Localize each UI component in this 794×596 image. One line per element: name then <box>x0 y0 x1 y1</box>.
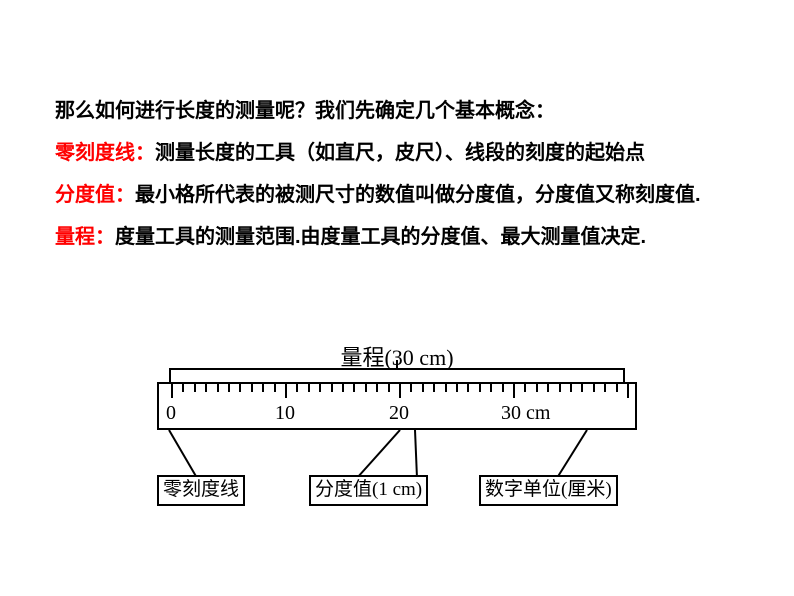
tick-minor <box>331 384 333 392</box>
tick-minor <box>365 384 367 392</box>
tick-minor <box>490 384 492 392</box>
ruler-diagram: 量程(30 cm) 0102030 cm 零刻度线 分度值(1 cm) 数字单位… <box>137 340 657 510</box>
tick-minor <box>217 384 219 392</box>
tick-major <box>399 384 401 398</box>
tick-minor <box>467 384 469 392</box>
tick-minor <box>319 384 321 392</box>
tick-minor <box>228 384 230 392</box>
tick-minor <box>570 384 572 392</box>
tick-minor <box>616 384 618 392</box>
tick-minor <box>251 384 253 392</box>
label-zero-box: 零刻度线 <box>157 475 245 506</box>
tick-major <box>513 384 515 398</box>
def-division: 分度值：最小格所代表的被测尺寸的数值叫做分度值，分度值又称刻度值. <box>55 174 745 216</box>
tick-minor <box>456 384 458 392</box>
ruler-number: 0 <box>166 402 176 425</box>
tick-minor <box>547 384 549 392</box>
tick-minor <box>239 384 241 392</box>
tick-minor <box>194 384 196 392</box>
tick-major <box>285 384 287 398</box>
term-zero: 零刻度线： <box>55 142 155 164</box>
tick-minor <box>262 384 264 392</box>
desc-range: 度量工具的测量范围.由度量工具的分度值、最大测量值决定. <box>115 226 646 248</box>
tick-minor <box>479 384 481 392</box>
tick-minor <box>524 384 526 392</box>
desc-zero: 测量长度的工具（如直尺，皮尺）、线段的刻度的起始点 <box>155 142 645 164</box>
def-range: 量程：度量工具的测量范围.由度量工具的分度值、最大测量值决定. <box>55 216 745 258</box>
tick-minor <box>593 384 595 392</box>
tick-minor <box>182 384 184 392</box>
tick-minor <box>410 384 412 392</box>
tick-minor <box>445 384 447 392</box>
tick-minor <box>422 384 424 392</box>
label-division-box: 分度值(1 cm) <box>309 475 428 506</box>
tick-minor <box>502 384 504 392</box>
tick-minor <box>433 384 435 392</box>
label-unit-box: 数字单位(厘米) <box>479 475 618 506</box>
desc-division: 最小格所代表的被测尺寸的数值叫做分度值，分度值又称刻度值. <box>135 184 701 206</box>
tick-minor <box>308 384 310 392</box>
tick-minor <box>604 384 606 392</box>
ruler-number: 20 <box>389 402 409 425</box>
ruler-number: 10 <box>275 402 295 425</box>
ruler-end-label: 30 cm <box>501 402 550 425</box>
tick-minor <box>581 384 583 392</box>
tick-minor <box>205 384 207 392</box>
tick-minor <box>342 384 344 392</box>
intro-line: 那么如何进行长度的测量呢？我们先确定几个基本概念： <box>55 90 745 132</box>
tick-minor <box>353 384 355 392</box>
tick-minor <box>559 384 561 392</box>
tick-major <box>627 384 629 398</box>
tick-minor <box>388 384 390 392</box>
tick-minor <box>274 384 276 392</box>
tick-minor <box>376 384 378 392</box>
tick-minor <box>536 384 538 392</box>
tick-major <box>171 384 173 398</box>
ruler-body: 0 10 20 30 cm <box>157 382 637 430</box>
def-zero: 零刻度线：测量长度的工具（如直尺，皮尺）、线段的刻度的起始点 <box>55 132 745 174</box>
tick-minor <box>296 384 298 392</box>
term-division: 分度值： <box>55 184 135 206</box>
term-range: 量程： <box>55 226 115 248</box>
range-bracket <box>169 368 625 382</box>
